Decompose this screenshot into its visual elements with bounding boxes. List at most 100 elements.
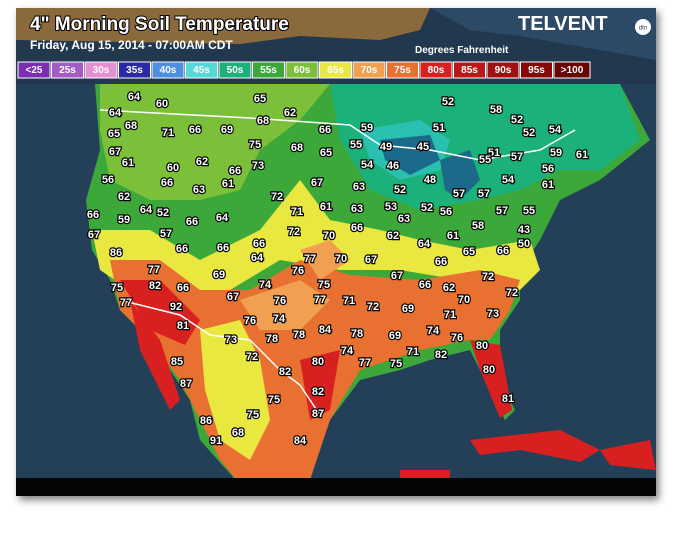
legend-swatch [419, 61, 453, 79]
station-value: 71 [291, 206, 303, 218]
station-value: 70 [458, 294, 470, 306]
station-value: 60 [156, 98, 168, 110]
station-value: 66 [229, 165, 241, 177]
hispaniola [600, 440, 656, 470]
station-value: 64 [109, 107, 122, 119]
station-value: 65 [463, 246, 475, 258]
brand: TELVENT [518, 13, 608, 35]
station-value: 73 [252, 160, 264, 172]
station-value: 82 [149, 280, 161, 292]
station-value: 64 [140, 204, 153, 216]
station-value: 86 [110, 247, 122, 259]
station-value: 73 [225, 334, 237, 346]
station-value: 71 [162, 127, 174, 139]
station-value: 82 [279, 366, 291, 378]
legend-swatch [252, 61, 285, 79]
zone-65s-mexico [200, 320, 270, 460]
station-value: 78 [293, 329, 305, 341]
station-value: 59 [118, 214, 130, 226]
station-value: 66 [186, 216, 198, 228]
station-value: 61 [447, 230, 459, 242]
station-value: 54 [502, 174, 515, 186]
station-value: 76 [274, 295, 286, 307]
station-value: 66 [217, 242, 229, 254]
station-value: 66 [177, 282, 189, 294]
legend: <25 25s 30s 35s 40s 45s 50s 55s 60s 65s 70s 75s 80s 8… [17, 61, 591, 79]
legend-label: 80s [428, 65, 445, 76]
station-value: 82 [435, 349, 447, 361]
station-value: 72 [482, 271, 494, 283]
station-value: 76 [451, 332, 463, 344]
legend-swatch [352, 61, 386, 79]
units: Degrees Fahrenheit [415, 45, 509, 56]
legend-label: 50s [227, 65, 244, 76]
station-value: 68 [232, 427, 244, 439]
zone-50s [330, 84, 640, 210]
station-value: 75 [249, 139, 261, 151]
legend-label: 60s [294, 65, 311, 76]
legend-label: 65s [327, 65, 344, 76]
station-value: 63 [398, 213, 410, 225]
legend-swatch [185, 61, 218, 79]
legend-swatch [84, 61, 118, 79]
station-value: 64 [251, 252, 264, 264]
station-value: 61 [320, 201, 332, 213]
station-value: 58 [490, 104, 502, 116]
station-value: 65 [254, 93, 266, 105]
station-value: 70 [335, 253, 347, 265]
station-value: 55 [350, 139, 362, 151]
station-value: 75 [318, 279, 330, 291]
station-value: 66 [319, 124, 331, 136]
station-value: 86 [200, 415, 212, 427]
station-value: 81 [502, 393, 514, 405]
station-value: 53 [385, 201, 397, 213]
station-value: 87 [312, 408, 324, 420]
station-value: 77 [359, 357, 371, 369]
station-value: 69 [389, 330, 401, 342]
station-value: 77 [148, 264, 160, 276]
legend-label: 85s [461, 65, 478, 76]
station-value: 52 [157, 207, 169, 219]
station-value: 67 [109, 146, 121, 158]
station-value: 63 [193, 184, 205, 196]
station-value: 56 [440, 206, 452, 218]
legend-swatch [151, 61, 185, 79]
legend-swatch [285, 61, 319, 79]
legend-label: 55s [260, 65, 277, 76]
station-value: 63 [351, 203, 363, 215]
station-value: 59 [361, 122, 373, 134]
station-value: 72 [271, 191, 283, 203]
legend-label: <25 [26, 65, 43, 76]
station-value: 60 [167, 162, 179, 174]
station-value: 54 [549, 124, 562, 136]
brand-badge: dtn [639, 26, 647, 32]
station-value: 63 [353, 181, 365, 193]
station-value: 71 [407, 346, 419, 358]
legend-swatch [486, 61, 520, 79]
title: 4" Morning Soil Temperature [30, 14, 289, 35]
station-value: 76 [244, 315, 256, 327]
station-value: 57 [478, 188, 490, 200]
station-value: 77 [120, 297, 132, 309]
legend-swatch [17, 61, 51, 79]
station-value: 75 [390, 358, 402, 370]
station-value: 73 [487, 308, 499, 320]
legend-swatch [386, 61, 419, 79]
station-value: 56 [102, 174, 114, 186]
station-value: 57 [453, 188, 465, 200]
cuba [470, 430, 600, 462]
legend-label: 25s [59, 65, 76, 76]
station-value: 74 [341, 345, 354, 357]
legend-label: 30s [93, 65, 110, 76]
station-value: 68 [257, 115, 269, 127]
legend-label: 90s [495, 65, 512, 76]
station-value: 74 [427, 325, 440, 337]
station-value: 67 [227, 291, 239, 303]
station-value: 78 [351, 328, 363, 340]
station-value: 59 [550, 147, 562, 159]
station-value: 80 [483, 364, 495, 376]
station-value: 70 [323, 230, 335, 242]
